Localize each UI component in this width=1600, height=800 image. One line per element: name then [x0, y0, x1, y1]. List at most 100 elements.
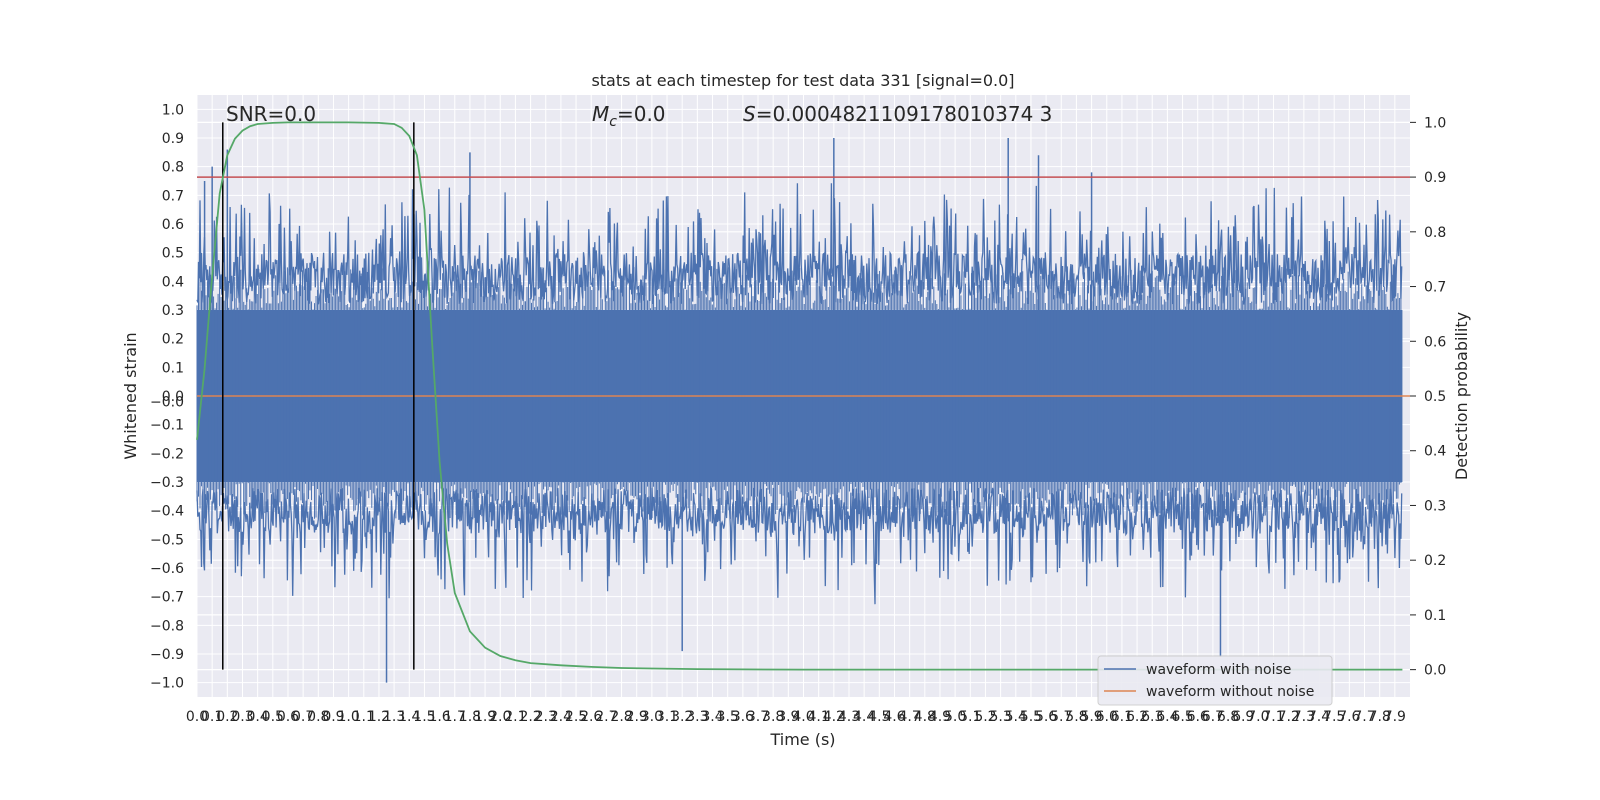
x-tick-label: 2.0 [489, 709, 511, 725]
x-tick-label: 3.3 [686, 709, 708, 725]
x-tick-label: 6.3 [1141, 709, 1163, 725]
y-tick-label: −0.9 [150, 647, 184, 663]
x-tick-label: 4.7 [899, 709, 921, 725]
x-tick-label: 6.0 [1096, 709, 1118, 725]
legend-label-with-noise: waveform with noise [1146, 662, 1291, 678]
y-tick-label: −0.8 [150, 618, 184, 634]
x-tick-label: 3.0 [641, 709, 663, 725]
x-tick-label: 0.4 [247, 709, 269, 725]
x-tick-label: 2.4 [550, 709, 572, 725]
x-tick-label: 2.9 [626, 709, 648, 725]
y-tick-label: 0.0 [162, 389, 184, 405]
x-tick-label: 6.1 [1111, 709, 1133, 725]
x-tick-label: 2.7 [595, 709, 617, 725]
y-tick-label-right: 0.2 [1424, 553, 1446, 569]
x-tick-label: 1.1 [353, 709, 375, 725]
x-tick-label: 0.7 [292, 709, 314, 725]
y-tick-label: −0.1 [150, 418, 184, 434]
x-tick-label: 1.5 [413, 709, 435, 725]
x-tick-label: 7.5 [1323, 709, 1345, 725]
x-tick-label: 6.5 [1171, 709, 1193, 725]
x-tick-label: 3.7 [747, 709, 769, 725]
x-tick-label: 2.6 [580, 709, 602, 725]
overlay-lines [197, 122, 1410, 670]
waveform-with-noise-upper-envelope [196, 183, 1403, 305]
y-tick-label: 0.9 [162, 131, 184, 147]
x-tick-label: 4.0 [792, 709, 814, 725]
x-tick-label: 7.0 [1247, 709, 1269, 725]
chirp-mass-annotation: Mc=0.0 [592, 102, 666, 130]
x-tick-label: 0.9 [322, 709, 344, 725]
waveform-with-noise-lower-envelope [196, 485, 1403, 605]
x-tick-label: 4.8 [914, 709, 936, 725]
legend-label-without-noise: waveform without noise [1146, 684, 1314, 700]
x-tick-label: 4.1 [808, 709, 830, 725]
x-tick-label: 5.9 [1080, 709, 1102, 725]
y-tick-label: 0.7 [162, 188, 184, 204]
y-tick-label-right: 0.9 [1424, 170, 1446, 186]
x-tick-label: 3.8 [762, 709, 784, 725]
x-tick-label: 2.3 [535, 709, 557, 725]
x-tick-label: 5.0 [944, 709, 966, 725]
x-tick-label: 3.4 [701, 709, 723, 725]
y-tick-label: 0.2 [162, 332, 184, 348]
y-tick-label-right: 0.3 [1424, 498, 1446, 514]
y-tick-labels-right: 1.0 0.9 0.8 0.7 0.6 0.5 0.4 0.3 0.2 0.1 0.0 [1410, 115, 1446, 679]
x-tick-label: 5.4 [1005, 709, 1027, 725]
y-tick-label: −0.7 [150, 590, 184, 606]
y-tick-label: 0.8 [162, 160, 184, 176]
y-tick-label-right: 0.8 [1424, 225, 1446, 241]
y-tick-label: 0.4 [162, 274, 184, 290]
y-tick-label: 1.0 [162, 102, 184, 118]
x-tick-label: 4.6 [883, 709, 905, 725]
y-tick-label-right: 0.4 [1424, 444, 1446, 460]
x-tick-label: 1.9 [474, 709, 496, 725]
x-tick-label: 3.6 [732, 709, 754, 725]
x-tick-label: 5.5 [1020, 709, 1042, 725]
x-tick-label: 7.7 [1353, 709, 1375, 725]
x-tick-label: 7.4 [1308, 709, 1330, 725]
detection-probability-series [196, 121, 1403, 671]
legend-box [1097, 655, 1333, 706]
legend: waveform with noise waveform without noi… [1097, 655, 1333, 706]
x-tick-label: 1.0 [337, 709, 359, 725]
x-tick-label: 6.4 [1156, 709, 1178, 725]
x-tick-label: 0.8 [307, 709, 329, 725]
x-tick-label: 5.8 [1065, 709, 1087, 725]
x-tick-label: 7.9 [1384, 709, 1406, 725]
y-tick-label-right: 0.0 [1424, 663, 1446, 679]
x-axis-label: Time (s) [769, 730, 835, 749]
x-tick-label: 0.5 [262, 709, 284, 725]
x-tick-label: 2.1 [504, 709, 526, 725]
y-tick-label-right: 1.0 [1424, 115, 1446, 131]
y-tick-label: −1.0 [150, 676, 184, 692]
x-tick-label: 6.2 [1126, 709, 1148, 725]
x-tick-label: 0.6 [277, 709, 299, 725]
y-tick-label: 0.1 [162, 360, 184, 376]
y-tick-label-right: 0.6 [1424, 334, 1446, 350]
y-tick-label-right: 0.7 [1424, 280, 1446, 296]
x-tick-label: 4.5 [868, 709, 890, 725]
y-tick-label: −0.0 [150, 395, 184, 411]
x-tick-label: 4.3 [838, 709, 860, 725]
chart-title: stats at each timestep for test data 331… [591, 71, 1014, 90]
x-tick-label: 2.8 [610, 709, 632, 725]
x-tick-label: 5.6 [1035, 709, 1057, 725]
y-tick-label: −0.6 [150, 561, 184, 577]
x-tick-label: 3.2 [671, 709, 693, 725]
x-tick-label: 4.9 [929, 709, 951, 725]
x-tick-label: 0.2 [216, 709, 238, 725]
x-tick-label: 3.1 [656, 709, 678, 725]
y-axis-label-left: Whitened strain [121, 332, 140, 459]
x-tick-label: 4.4 [853, 709, 875, 725]
x-tick-label: 0.1 [201, 709, 223, 725]
x-tick-label: 0.0 [186, 709, 208, 725]
x-tick-label: 2.2 [519, 709, 541, 725]
s-annotation: S=0.0004821109178010374 3 [743, 102, 1052, 126]
y-axis-label-right: Detection probability [1452, 312, 1471, 480]
detection-probability-line [196, 121, 1403, 671]
x-tick-label: 6.9 [1232, 709, 1254, 725]
snr-annotation: SNR=0.0 [226, 102, 316, 126]
x-tick-label: 1.3 [383, 709, 405, 725]
